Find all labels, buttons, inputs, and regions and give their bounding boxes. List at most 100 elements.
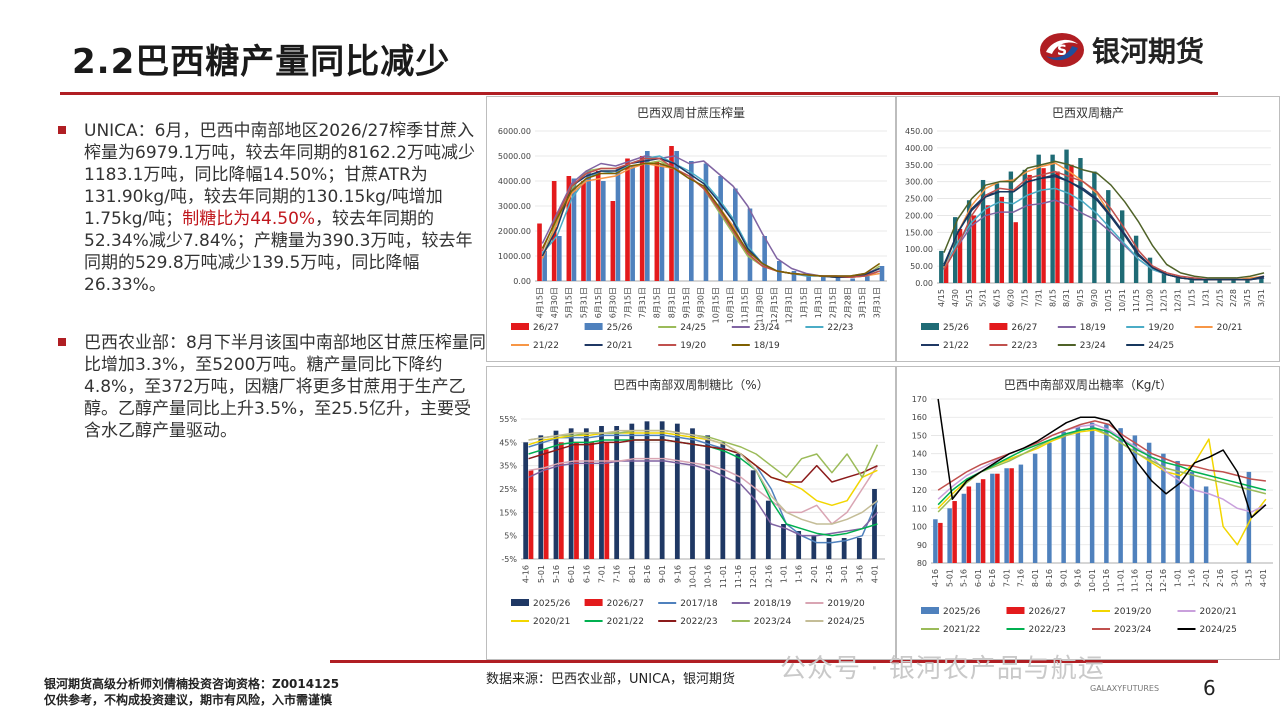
bar [703, 163, 709, 281]
legend-label: 2026/27 [1029, 607, 1066, 617]
bar [639, 156, 645, 281]
legend-label: 2019/20 [827, 599, 865, 609]
x-tick-label: 5月31日 [579, 287, 588, 318]
x-tick-label: 4-16 [931, 569, 940, 587]
series-line [937, 423, 1267, 513]
bar [735, 454, 741, 559]
bar [1147, 257, 1153, 283]
bar [1027, 174, 1032, 283]
y-tick-label: 100.00 [905, 245, 933, 254]
legend-label: 2025/26 [533, 599, 571, 609]
x-tick-label: 12-16 [1159, 569, 1168, 592]
x-tick-label: 5-01 [537, 565, 546, 583]
chart-cane-crush: 巴西双周甘蔗压榨量 0.00 1000.00 2000.00 3000.00 4000.0… [486, 96, 896, 362]
bar [1089, 422, 1095, 563]
x-tick-label: 2月28日 [843, 287, 852, 318]
bar [1047, 442, 1052, 563]
bar [1008, 171, 1014, 283]
bar [542, 251, 547, 281]
bar [553, 430, 559, 559]
chart-title: 巴西双周甘蔗压榨量 [637, 105, 745, 120]
y-tick-label: 35% [499, 462, 517, 471]
page-number: 6 [1203, 676, 1216, 700]
x-tick-label: 10-16 [1102, 569, 1111, 592]
bullet-text: ，较去年同期的52.34%减少7.84%；产糖量为390.3万吨，较去年同期的5… [84, 209, 473, 295]
legend-swatch [584, 599, 603, 606]
y-tick-label: 0.00 [915, 279, 933, 288]
x-tick-label: 4月15日 [535, 287, 544, 318]
bar [689, 161, 694, 281]
y-tick-label: 350.00 [905, 161, 933, 170]
x-tick-label: 5-16 [552, 565, 561, 583]
bar [1146, 442, 1152, 563]
series-line [528, 439, 878, 537]
bar [980, 179, 986, 283]
x-tick-label: 10-01 [1088, 569, 1097, 592]
y-tick-label: 170 [912, 395, 927, 404]
x-tick-label: 7-01 [1002, 569, 1011, 587]
bar [705, 435, 711, 559]
legend-label: 26/27 [533, 323, 559, 333]
bullet-list: UNICA：6月，巴西中南部地区2026/27榨季甘蔗入榨量为6979.1万吨，… [58, 120, 488, 478]
x-tick-label: 3-01 [840, 565, 849, 583]
bar [995, 473, 1000, 563]
bar [674, 151, 679, 281]
y-tick-label: 150.00 [905, 228, 933, 237]
x-tick-label: 8-16 [1045, 569, 1054, 587]
bar [933, 519, 938, 563]
bar [980, 479, 986, 563]
bar [1069, 164, 1074, 283]
x-tick-label: 9-01 [1059, 569, 1068, 587]
bar [1106, 190, 1111, 283]
y-tick-label: 130 [912, 468, 927, 477]
x-tick-label: 5月15日 [565, 287, 574, 318]
bar [669, 146, 674, 281]
legend-label: 24/25 [680, 323, 706, 333]
galaxy-futures-mark: GALAXYFUTURES [1090, 684, 1160, 693]
y-tick-label: 140 [912, 450, 927, 459]
x-tick-label: 3-01 [1230, 569, 1239, 587]
risk-warning: 仅供参考，不构成投资建议，期市有风险，入市需谨慎 [44, 693, 333, 707]
bullet-highlight: 制糖比为44.50% [182, 209, 316, 229]
bar [1259, 276, 1264, 283]
x-tick-label: 11-01 [1116, 569, 1125, 592]
x-tick-label: 2/28 [1229, 289, 1238, 307]
bar [747, 208, 753, 281]
bar [1175, 276, 1181, 283]
footer-divider [330, 660, 1218, 663]
bar [994, 183, 1000, 283]
series-line [528, 434, 879, 544]
bar [952, 501, 957, 563]
bar [1161, 453, 1166, 563]
bar [1217, 279, 1222, 283]
x-tick-label: 4-01 [870, 565, 879, 583]
slide-title: 2.2巴西糖产量同比减少 [72, 42, 451, 82]
legend-swatch [511, 599, 529, 606]
y-tick-label: 4000.00 [498, 177, 531, 186]
bar [604, 442, 610, 559]
x-tick-label: 8/15 [1048, 289, 1057, 307]
series-line [937, 398, 1267, 519]
bar [796, 531, 802, 559]
legend-label: 21/22 [533, 341, 559, 351]
bar [762, 236, 767, 281]
bar [957, 228, 963, 283]
x-tick-label: 3-15 [1245, 569, 1254, 587]
legend-label: 20/21 [607, 341, 633, 351]
x-tick-label: 8月15日 [653, 287, 662, 318]
bar [999, 196, 1005, 283]
x-tick-label: 6月30日 [609, 287, 618, 318]
series-line [541, 162, 880, 278]
series-line [528, 460, 878, 537]
bar [644, 421, 650, 559]
bar [966, 200, 972, 283]
bar [1075, 426, 1081, 563]
x-tick-label: 1-16 [1188, 569, 1197, 587]
x-tick-label: 5-01 [945, 569, 954, 587]
x-tick-label: 3-16 [855, 565, 864, 583]
x-tick-label: 9/15 [1076, 289, 1085, 307]
chart-sugar-yield: 巴西中南部双周出糖率（Kg/t） 80 90 100 110 120 130 140 150 16… [896, 366, 1280, 660]
bar [781, 524, 786, 559]
chart-title: 巴西中南部双周制糖比（%） [613, 377, 768, 392]
x-tick-label: 6-01 [567, 565, 576, 583]
